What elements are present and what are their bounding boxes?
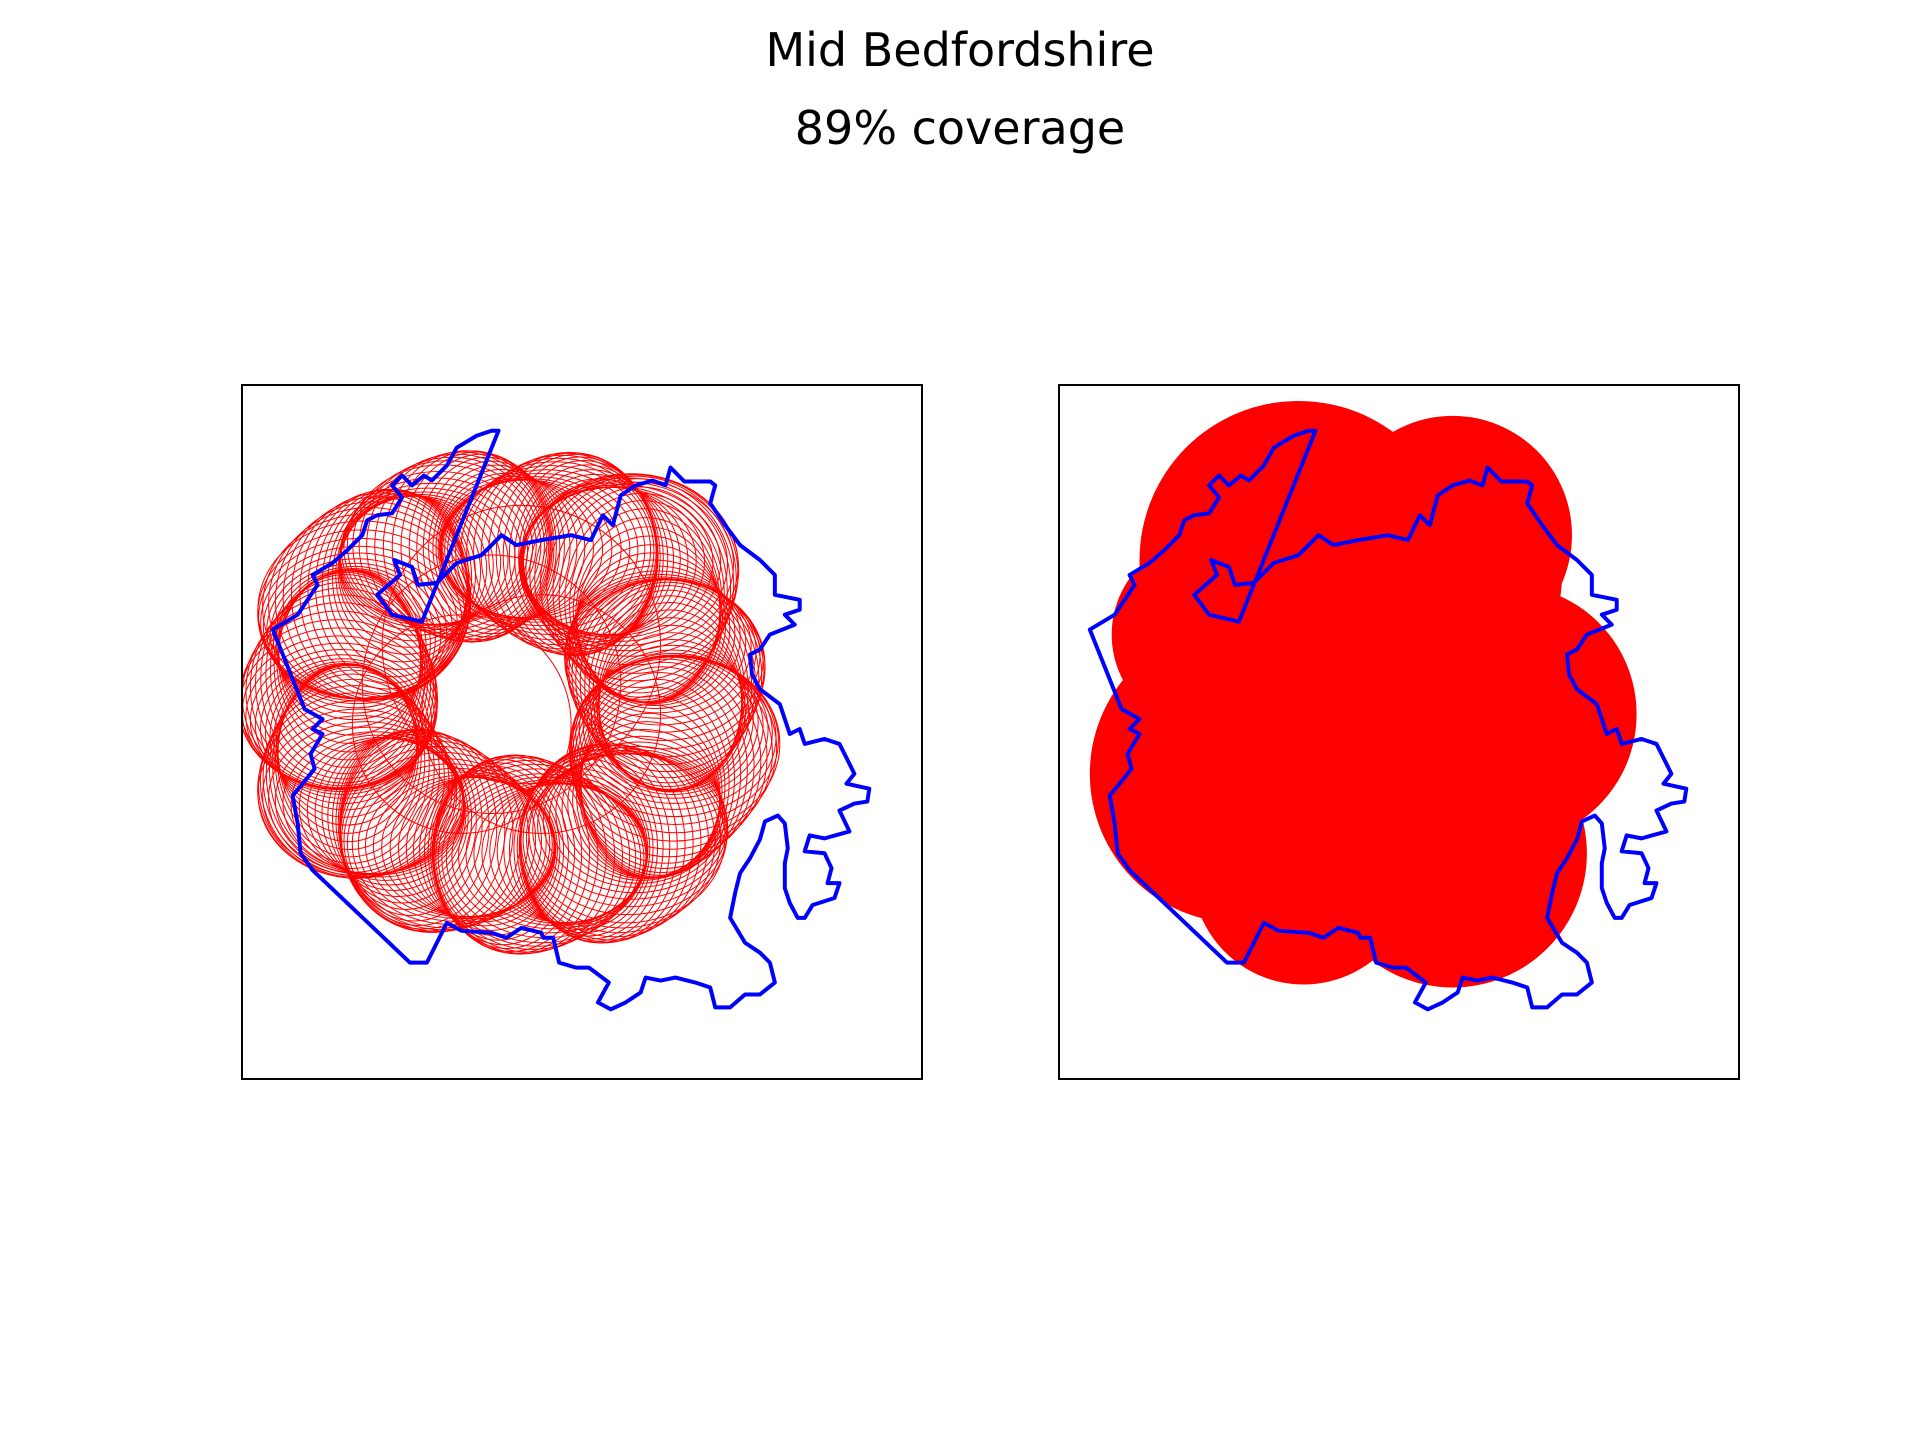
coverage-circle (372, 774, 556, 918)
coverage-circle (269, 571, 424, 768)
coverage-circle (391, 450, 552, 643)
coverage-circle (262, 678, 445, 876)
coverage-circle (254, 654, 430, 795)
filled-coverage-map (1087, 400, 1689, 1012)
coverage-circle (260, 545, 458, 700)
coverage-circle (576, 544, 727, 704)
coverage-circle (262, 715, 461, 877)
coverage-circle (351, 614, 572, 834)
coverage-circle (539, 478, 735, 689)
coverage-circle (431, 756, 583, 950)
coverage-circle (518, 753, 664, 940)
coverage-circle (440, 479, 613, 619)
coverage-circle (451, 779, 647, 934)
coverage-circle (262, 552, 453, 702)
coverage-circle (422, 460, 561, 635)
outline-circles-map (243, 428, 872, 1012)
coverage-filled-area (1089, 400, 1637, 988)
coverage-circle (255, 581, 432, 784)
coverage-circle (249, 587, 434, 787)
coverage-circle (412, 772, 558, 927)
coverage-circle (346, 464, 537, 626)
coverage-circle (265, 574, 426, 775)
coverage-circle (566, 573, 752, 719)
district-boundary (270, 428, 872, 1012)
district-boundary (1087, 428, 1689, 1012)
coverage-circle (361, 554, 622, 815)
coverage-circle (335, 731, 477, 910)
coverage-circle (273, 663, 419, 818)
coverage-circle (573, 661, 755, 869)
coverage-circle (508, 768, 651, 931)
coverage-circle (516, 758, 659, 937)
coverage-circle (272, 565, 436, 714)
coverage-circle (259, 685, 450, 878)
coverage-circle-outlines (243, 450, 781, 955)
coverage-circle (582, 652, 764, 799)
coverage-subtitle: 89% coverage (794, 101, 1126, 155)
coverage-circle (428, 464, 565, 631)
coverage-circle (268, 669, 435, 869)
coverage-circle (258, 692, 454, 879)
coverage-circle (444, 473, 639, 627)
coverage-circle (245, 594, 437, 789)
coverage-circle (573, 559, 736, 707)
coverage-circle (264, 661, 423, 805)
coverage-circle (265, 673, 440, 873)
coverage-circle (532, 752, 729, 908)
coverage-circle (269, 562, 442, 709)
coverage-circle (257, 529, 466, 699)
coverage-circle (327, 735, 469, 898)
figure-title: Mid Bedfordshire (765, 23, 1155, 77)
coverage-circle (331, 733, 473, 904)
coverage-circle (430, 759, 576, 946)
coverage-circle (400, 451, 553, 642)
coverage-circle (447, 469, 646, 631)
filled-coverage-panel (1058, 384, 1740, 1080)
coverage-circle (331, 492, 473, 663)
coverage-circle (525, 473, 740, 666)
coverage-circle (421, 594, 662, 834)
coverage-circle (529, 474, 739, 674)
coverage-circle (269, 662, 420, 811)
coverage-circle (427, 762, 569, 941)
coverage-circle (546, 481, 732, 694)
outline-circles-panel (241, 384, 923, 1080)
coverage-circle (534, 475, 737, 682)
coverage-circle (575, 579, 760, 779)
coverage-circle (243, 602, 438, 790)
coverage-circle (520, 477, 735, 652)
coverage-circle (525, 753, 726, 924)
coverage-circle (381, 504, 662, 785)
coverage-circle (513, 763, 654, 934)
coverage-circle (586, 649, 759, 796)
coverage-circle (275, 567, 431, 721)
coverage-circle (266, 558, 448, 705)
